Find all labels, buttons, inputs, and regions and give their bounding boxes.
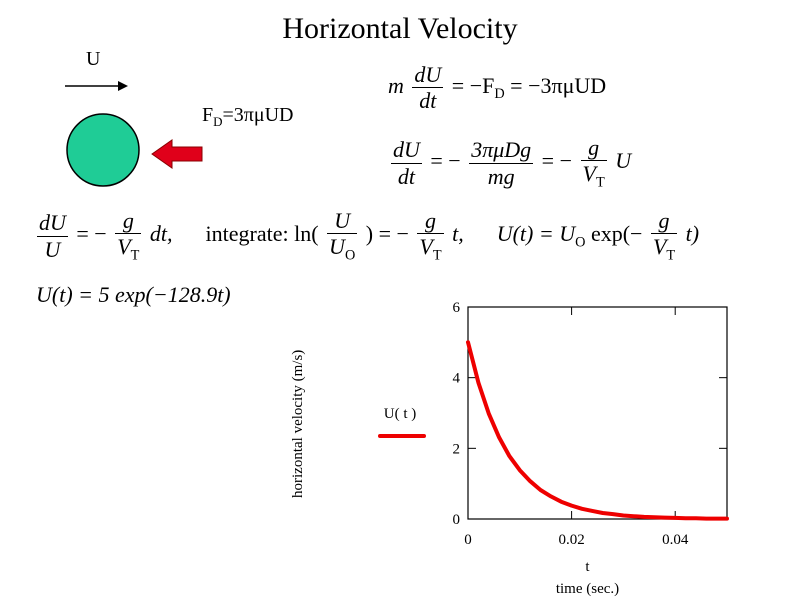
chart-x-axis-label: t [585,559,590,575]
page-title: Horizontal Velocity [282,12,518,45]
equation-terminal-velocity: dU dt = − 3πμDg mg = − g VT U [391,135,632,191]
y-tick-label: 0 [453,512,461,528]
chart-y-axis-label: horizontal velocity (m/s) [290,349,306,498]
x-tick-label: 0.02 [558,532,584,548]
x-tick-label: 0.04 [662,532,689,548]
legend-label: U( t ) [384,406,417,422]
equation-integration-row: dU U = − g VT dt, integrate: ln( U UO ) = −… [37,208,700,264]
chart-x-axis-sublabel: time (sec.) [556,581,619,597]
x-tick-label: 0 [464,532,472,548]
drag-force-arrow-icon [151,139,203,169]
y-tick-label: 2 [453,441,461,457]
equation-solution: U(t) = 5 exp(−128.9t) [36,282,231,307]
particle-ball-icon [66,113,140,187]
equation-newton-drag: m dU dt = −FD = −3πμUD [388,62,607,114]
velocity-chart: 0 2 4 6 0 0.02 0.04 U( t ) t time (sec.) [378,300,729,597]
drag-force-label: FD=3πμUD [202,104,294,129]
plot-frame [467,306,728,520]
y-tick-label: 6 [453,300,461,316]
series-line-ut [466,340,729,521]
velocity-arrow-icon [65,81,128,91]
velocity-label: U [86,48,101,70]
y-tick-label: 4 [453,371,461,387]
